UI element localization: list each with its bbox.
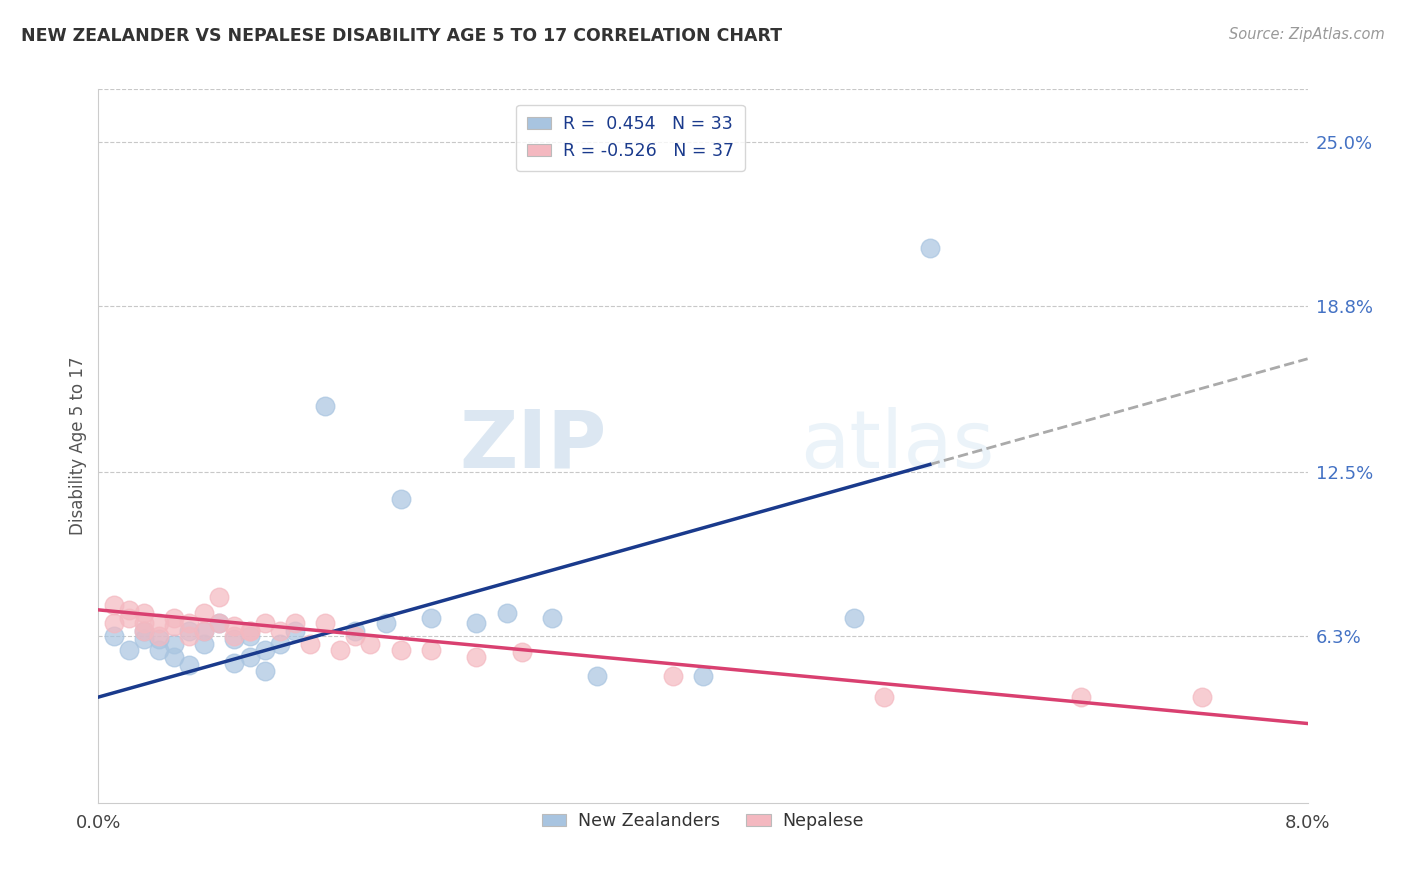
Point	[465, 650, 488, 665]
Point	[193, 624, 215, 638]
Point	[103, 616, 125, 631]
Point	[239, 650, 262, 665]
Point	[540, 611, 562, 625]
Point	[163, 618, 186, 632]
Point	[193, 637, 215, 651]
Point	[163, 650, 186, 665]
Point	[224, 656, 246, 670]
Point	[465, 616, 488, 631]
Point	[224, 618, 246, 632]
Point	[661, 669, 683, 683]
Point	[360, 637, 382, 651]
Point	[269, 637, 291, 651]
Point	[314, 400, 336, 414]
Point	[132, 624, 155, 638]
Point	[103, 629, 125, 643]
Point	[193, 624, 215, 638]
Point	[132, 606, 155, 620]
Point	[239, 624, 262, 638]
Point	[253, 616, 276, 631]
Point	[132, 624, 155, 638]
Point	[208, 616, 231, 631]
Point	[103, 598, 125, 612]
Point	[374, 616, 396, 631]
Point	[208, 590, 231, 604]
Point	[844, 611, 866, 625]
Point	[299, 637, 322, 651]
Point	[118, 611, 141, 625]
Y-axis label: Disability Age 5 to 17: Disability Age 5 to 17	[69, 357, 87, 535]
Point	[224, 629, 246, 643]
Point	[193, 606, 215, 620]
Point	[329, 642, 352, 657]
Point	[269, 624, 291, 638]
Point	[420, 611, 443, 625]
Point	[420, 642, 443, 657]
Point	[253, 642, 276, 657]
Point	[239, 629, 262, 643]
Point	[1191, 690, 1213, 704]
Text: ZIP: ZIP	[458, 407, 606, 485]
Point	[873, 690, 896, 704]
Point	[179, 624, 201, 638]
Point	[389, 642, 412, 657]
Point	[284, 624, 307, 638]
Point	[692, 669, 714, 683]
Point	[224, 632, 246, 646]
Text: Source: ZipAtlas.com: Source: ZipAtlas.com	[1229, 27, 1385, 42]
Legend: New Zealanders, Nepalese: New Zealanders, Nepalese	[534, 805, 872, 837]
Point	[148, 642, 170, 657]
Text: NEW ZEALANDER VS NEPALESE DISABILITY AGE 5 TO 17 CORRELATION CHART: NEW ZEALANDER VS NEPALESE DISABILITY AGE…	[21, 27, 782, 45]
Point	[118, 642, 141, 657]
Point	[314, 616, 336, 631]
Point	[389, 491, 412, 506]
Point	[344, 624, 367, 638]
Point	[132, 632, 155, 646]
Point	[179, 629, 201, 643]
Point	[118, 603, 141, 617]
Point	[918, 241, 941, 255]
Point	[208, 616, 231, 631]
Point	[179, 616, 201, 631]
Point	[495, 606, 517, 620]
Point	[510, 645, 533, 659]
Point	[586, 669, 609, 683]
Point	[179, 658, 201, 673]
Point	[1070, 690, 1092, 704]
Point	[344, 629, 367, 643]
Point	[284, 616, 307, 631]
Point	[239, 624, 262, 638]
Point	[253, 664, 276, 678]
Text: atlas: atlas	[800, 407, 994, 485]
Point	[132, 616, 155, 631]
Point	[163, 611, 186, 625]
Point	[148, 629, 170, 643]
Point	[148, 632, 170, 646]
Point	[163, 637, 186, 651]
Point	[148, 616, 170, 631]
